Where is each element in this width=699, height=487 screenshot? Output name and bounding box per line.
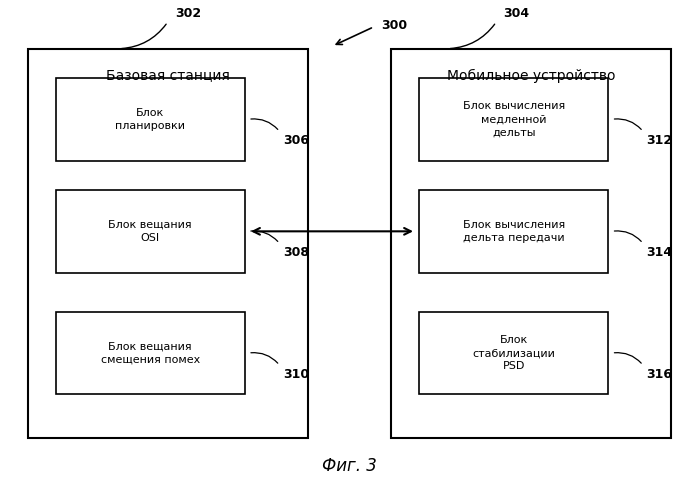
- Bar: [28, 49, 308, 438]
- Text: 302: 302: [175, 7, 201, 20]
- Text: 312: 312: [647, 134, 672, 147]
- Bar: [56, 78, 245, 161]
- Text: Фиг. 3: Фиг. 3: [322, 457, 377, 475]
- Text: Мобильное устройство: Мобильное устройство: [447, 69, 616, 82]
- Bar: [56, 312, 245, 394]
- Text: Блок вычисления
медленной
дельты: Блок вычисления медленной дельты: [463, 101, 565, 137]
- Bar: [419, 78, 608, 161]
- Bar: [419, 312, 608, 394]
- Text: 304: 304: [503, 7, 529, 20]
- Text: 300: 300: [381, 19, 407, 32]
- Bar: [419, 190, 608, 273]
- Text: Базовая станция: Базовая станция: [106, 69, 230, 82]
- Text: Блок вычисления
дельта передачи: Блок вычисления дельта передачи: [463, 220, 565, 243]
- Text: 306: 306: [283, 134, 309, 147]
- Text: 308: 308: [283, 246, 309, 259]
- Bar: [391, 49, 671, 438]
- Text: 316: 316: [647, 368, 672, 381]
- Text: Блок вещания
смещения помех: Блок вещания смещения помех: [101, 341, 200, 365]
- Text: 310: 310: [283, 368, 309, 381]
- Bar: [56, 190, 245, 273]
- Text: 314: 314: [647, 246, 672, 259]
- Text: Блок вещания
OSI: Блок вещания OSI: [108, 220, 192, 243]
- Text: Блок
стабилизации
PSD: Блок стабилизации PSD: [473, 335, 555, 371]
- Text: Блок
планировки: Блок планировки: [115, 108, 185, 131]
